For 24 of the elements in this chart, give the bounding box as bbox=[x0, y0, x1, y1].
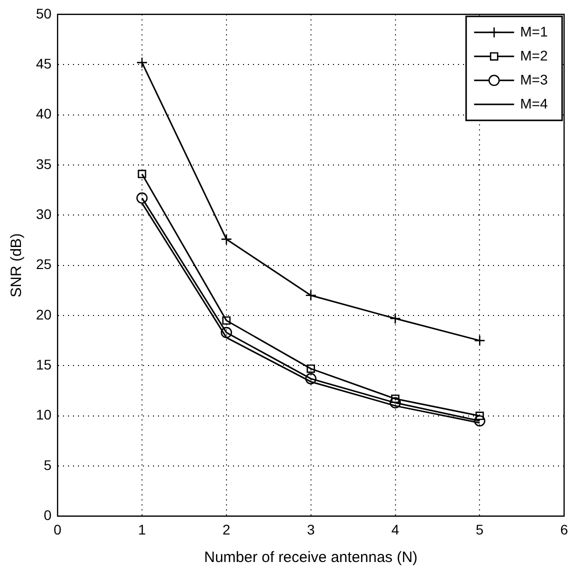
y-tick-label: 20 bbox=[36, 306, 52, 322]
x-tick-label: 3 bbox=[306, 521, 315, 538]
y-tick-label: 35 bbox=[36, 156, 52, 172]
y-tick-label: 15 bbox=[36, 356, 52, 373]
y-tick-label: 30 bbox=[36, 206, 52, 222]
legend-label: M=1 bbox=[520, 23, 548, 40]
x-tick-label: 4 bbox=[391, 521, 400, 538]
legend-label: M=2 bbox=[520, 47, 548, 64]
y-axis-title: SNR (dB) bbox=[8, 233, 26, 298]
y-tick-label: 25 bbox=[36, 256, 52, 272]
y-tick-label: 0 bbox=[44, 507, 52, 524]
x-axis-title: Number of receive antennas (N) bbox=[204, 549, 418, 566]
x-tick-label: 1 bbox=[138, 521, 146, 538]
x-tick-label: 6 bbox=[560, 521, 568, 538]
legend-label: M=3 bbox=[520, 71, 548, 88]
y-tick-label: 5 bbox=[44, 456, 52, 473]
legend-label: M=4 bbox=[520, 95, 548, 112]
y-tick-label: 45 bbox=[36, 55, 52, 72]
y-tick-label: 10 bbox=[36, 406, 52, 423]
y-tick-label: 50 bbox=[36, 5, 52, 22]
y-tick-label: 40 bbox=[36, 106, 52, 122]
x-tick-label: 2 bbox=[222, 521, 231, 538]
x-tick-label: 0 bbox=[54, 521, 62, 538]
x-tick-label: 5 bbox=[476, 521, 484, 538]
